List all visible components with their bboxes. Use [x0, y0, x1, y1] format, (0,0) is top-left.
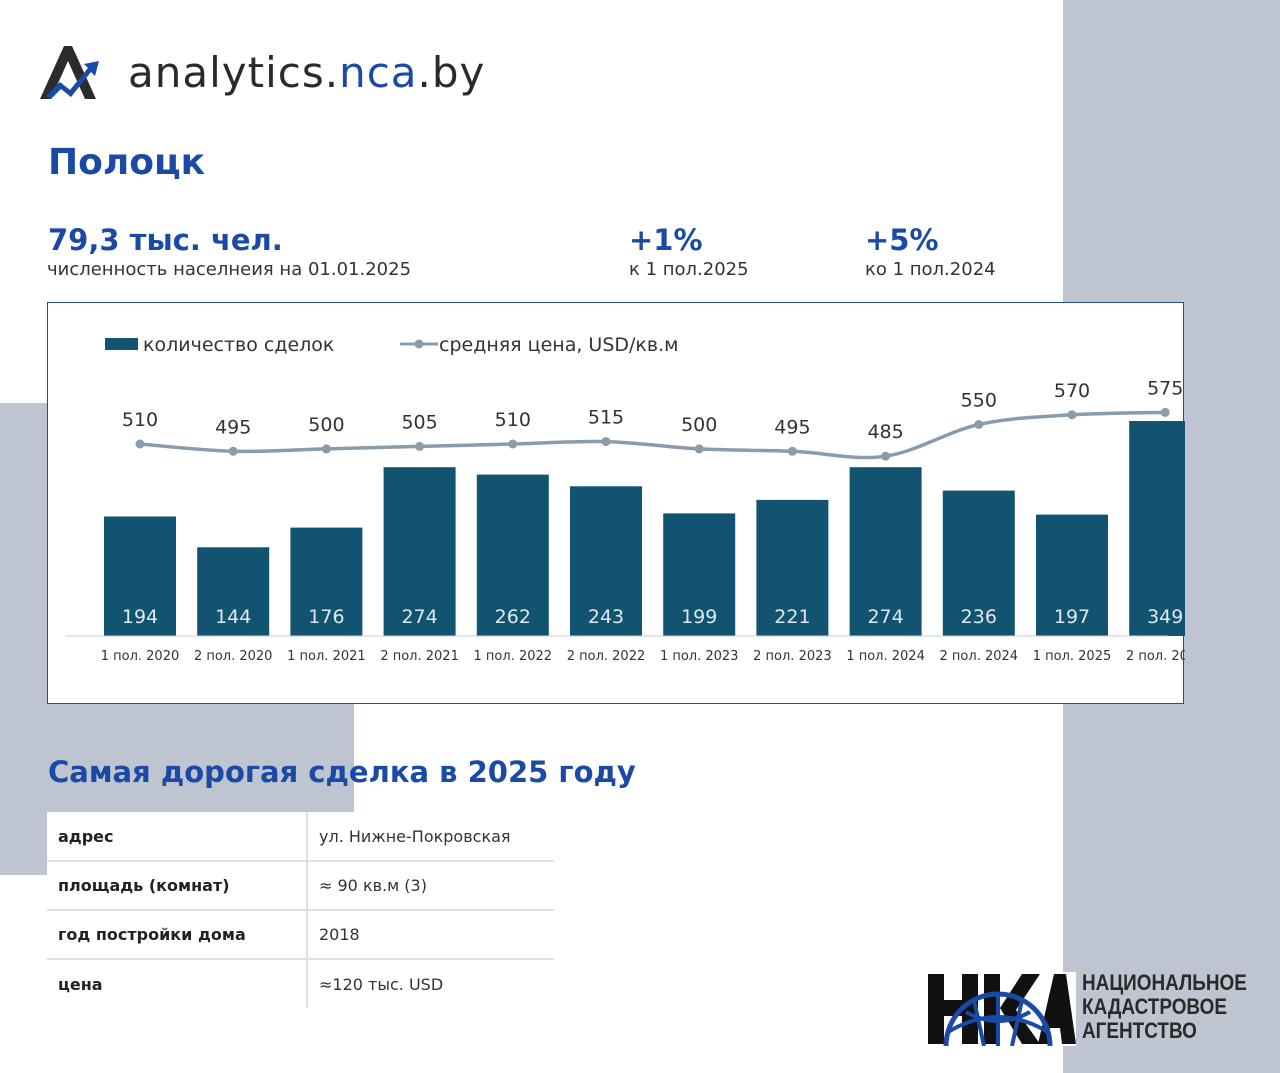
price-point: [321, 444, 331, 454]
price-point: [135, 439, 145, 449]
bar-value-label: 274: [401, 606, 437, 628]
bar: [663, 513, 736, 636]
bar-value-label: 221: [774, 606, 810, 628]
bar: [1036, 514, 1108, 636]
x-tick-label: 1 пол. 2023: [660, 649, 739, 664]
bar-value-label: 176: [308, 606, 344, 628]
city-title: Полоцк: [48, 142, 206, 183]
bar: [849, 467, 922, 636]
x-tick-label: 1 пол. 2022: [474, 649, 553, 664]
bar-value-label: 197: [1054, 606, 1090, 628]
price-change-half-value: +1%: [629, 223, 703, 257]
price-point: [508, 439, 518, 449]
population-value: 79,3 тыс. чел.: [48, 223, 283, 257]
bar-value-label: 199: [681, 606, 717, 628]
legend-bar-swatch: [105, 338, 138, 350]
bar-value-label: 236: [961, 606, 997, 628]
deals-price-chart: количество сделок средняя цена, USD/кв.м…: [65, 334, 1185, 664]
price-line: [139, 410, 1166, 460]
price-point: [1160, 407, 1170, 417]
bar: [383, 467, 456, 636]
price-point: [228, 446, 238, 456]
legend-line-marker: [414, 339, 424, 349]
price-point-label: 570: [1054, 380, 1090, 402]
deal-key: год постройки дома: [47, 910, 308, 960]
bar: [942, 490, 1015, 636]
price-change-half-label: к 1 пол.2025: [629, 259, 749, 280]
x-tick-label: 2 пол. 2024: [940, 649, 1019, 664]
price-point-label: 510: [495, 409, 531, 431]
price-point-label: 500: [681, 414, 717, 436]
site-name: analytics.nca.by: [128, 48, 486, 97]
deal-key: площадь (комнат): [47, 861, 308, 911]
agency-name: НАЦИОНАЛЬНОЕ КАДАСТРОВОЕ АГЕНТСТВО: [1082, 970, 1247, 1043]
analytics-logo-icon: [40, 46, 99, 99]
price-point: [1067, 410, 1077, 420]
price-point-label: 515: [588, 407, 624, 429]
deal-title: Самая дорогая сделка в 2025 году: [48, 755, 636, 789]
table-row: площадь (комнат) ≈ 90 кв.м (3): [47, 861, 554, 911]
price-point-label: 575: [1147, 377, 1183, 399]
bar-value-label: 144: [215, 606, 251, 628]
price-point: [694, 444, 704, 454]
bar-value-label: 194: [122, 606, 158, 628]
bar: [756, 499, 829, 636]
price-point: [881, 451, 891, 461]
x-tick-label: 2 пол. 2020: [194, 649, 273, 664]
bar: [570, 486, 642, 636]
x-tick-label: 2 пол. 2021: [380, 649, 459, 664]
bar-value-label: 243: [588, 606, 624, 628]
legend-line-label: средняя цена, USD/кв.м: [439, 334, 678, 356]
x-tick-label: 2 пол. 2023: [753, 649, 832, 664]
nka-logo-icon: [926, 972, 1076, 1046]
deal-value: ул. Нижне-Покровская: [307, 812, 554, 862]
bar: [476, 474, 549, 636]
price-point-label: 485: [867, 421, 903, 443]
bar-value-label: 274: [867, 606, 903, 628]
price-point-label: 495: [215, 416, 251, 438]
bar: [290, 527, 363, 636]
bar: [197, 547, 270, 636]
deal-value: ≈120 тыс. USD: [319, 974, 444, 994]
deal-key: адрес: [47, 812, 308, 862]
bar: [104, 516, 176, 636]
bar-value-label: 349: [1147, 606, 1183, 628]
bar-value-label: 262: [495, 606, 531, 628]
price-point-label: 495: [774, 416, 810, 438]
x-tick-label: 1 пол. 2021: [287, 649, 366, 664]
price-point: [787, 446, 797, 456]
x-tick-label: 1 пол. 2025: [1033, 649, 1112, 664]
price-point-label: 500: [308, 414, 344, 436]
deal-table: адрес ул. Нижне-Покровская площадь (комн…: [47, 812, 554, 1008]
deal-key: цена: [47, 959, 308, 1008]
price-point: [601, 437, 611, 447]
price-point: [415, 441, 425, 451]
deal-value: ≈ 90 кв.м (3): [307, 861, 554, 911]
x-tick-label: 2 пол. 2022: [567, 649, 646, 664]
table-row: цена ≈120 тыс. USD: [47, 959, 554, 1008]
price-point-label: 505: [401, 411, 437, 433]
bars-layer: 194 144 176 274 262 243 199 221 274 236 197 349: [65, 421, 1185, 637]
price-point: [974, 420, 984, 429]
population-label: численность населнеия на 01.01.2025: [47, 259, 412, 280]
price-point-label: 550: [961, 390, 997, 412]
x-tick-label: 1 пол. 2020: [101, 649, 180, 664]
chart-container: количество сделок средняя цена, USD/кв.м…: [47, 302, 1185, 704]
deal-value: 2018: [307, 910, 554, 960]
category-labels: 1 пол. 2020 2 пол. 2020 1 пол. 2021 2 пол. …: [101, 649, 1185, 664]
price-change-year-value: +5%: [865, 223, 939, 257]
price-change-year-label: ко 1 пол.2024: [865, 259, 996, 280]
x-tick-label: 1 пол. 2024: [846, 649, 925, 664]
table-row: год постройки дома 2018: [47, 910, 554, 960]
table-row: адрес ул. Нижне-Покровская: [47, 812, 554, 862]
line-layer: 510 495 500 505 510 515 500 495 485 550 570 575: [122, 377, 1183, 461]
price-point-label: 510: [122, 409, 158, 431]
bar: [1129, 421, 1185, 636]
legend-bar-label: количество сделок: [143, 334, 334, 356]
x-tick-label: 2 пол. 2025: [1126, 649, 1185, 664]
